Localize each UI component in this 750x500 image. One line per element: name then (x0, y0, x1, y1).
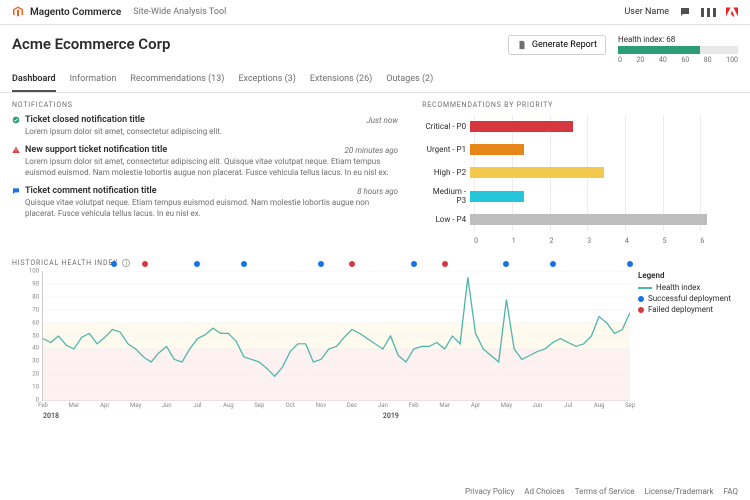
check-icon (12, 116, 20, 124)
username[interactable]: User Name (624, 7, 669, 17)
notification-time: 8 hours ago (357, 187, 398, 196)
notification-1[interactable]: New support ticket notification title 20… (12, 145, 398, 178)
comment-icon (12, 187, 20, 195)
topbar: Magento Commerce Site-Wide Analysis Tool… (0, 0, 750, 25)
tab-5[interactable]: Outages (2) (386, 68, 433, 92)
health-index-scale: 020406080100 (618, 56, 738, 64)
legend-line: Health index (638, 283, 738, 292)
notification-body: Lorem ipsum dolor sit amet, consectetur … (25, 157, 398, 178)
health-index-label: Health index: 68 (618, 35, 738, 44)
legend-ok: Successful deployment (638, 294, 738, 303)
generate-report-button[interactable]: Generate Report (508, 35, 606, 55)
bar-row-3: Medium - P3 (422, 188, 738, 204)
notifications-list: Ticket closed notification title Just no… (12, 115, 398, 219)
topbar-right: User Name (624, 6, 738, 18)
adobe-icon (726, 6, 738, 18)
deploy-ok-icon (503, 261, 509, 267)
deploy-ok-icon (627, 261, 633, 267)
document-icon (517, 40, 527, 50)
notification-0[interactable]: Ticket closed notification title Just no… (12, 115, 398, 137)
deploy-fail-icon (349, 261, 355, 267)
tabs: Dashboard Information Recommendations (13)… (0, 68, 750, 93)
company-name: Acme Ecommerce Corp (12, 35, 170, 53)
bar-row-4: Low - P4 (422, 211, 738, 227)
bar-row-0: Critical - P0 (422, 119, 738, 135)
health-index-bar (618, 46, 738, 54)
historical-legend: Legend Health index Successful deploymen… (638, 271, 738, 425)
legend-fail: Failed deployment (638, 305, 738, 314)
priority-heading: Recommendations By Priority (422, 101, 738, 109)
bar-row-2: High - P2 (422, 165, 738, 181)
tab-2[interactable]: Recommendations (13) (130, 68, 224, 92)
deploy-fail-icon (142, 261, 148, 267)
tab-1[interactable]: Information (70, 68, 117, 92)
brand-name: Magento Commerce (30, 7, 121, 18)
historical-section: Historical Health Index i Health index 0… (0, 253, 750, 433)
footer-link[interactable]: Privacy Policy (465, 487, 514, 496)
notification-time: 20 minutes ago (345, 146, 399, 155)
deploy-fail-icon (442, 261, 448, 267)
magento-icon (12, 6, 24, 18)
footer-link[interactable]: License/Trademark (645, 487, 714, 496)
page-header: Acme Ecommerce Corp Generate Report Heal… (0, 25, 750, 68)
tab-4[interactable]: Extensions (26) (310, 68, 372, 92)
priority-panel: Recommendations By Priority Critical - P… (410, 93, 750, 253)
priority-chart: Critical - P0 Urgent - P1 High - P2 Medium … (422, 115, 738, 245)
notification-title: Ticket comment notification title (25, 186, 352, 196)
deploy-ok-icon (194, 261, 200, 267)
historical-chart: 0102030405060708090100FebMarAprMayJunJul… (42, 271, 630, 401)
apps-icon[interactable] (701, 8, 716, 17)
deploy-ok-icon (241, 261, 247, 267)
notification-time: Just now (366, 116, 398, 125)
footer-link[interactable]: Ad Choices (524, 487, 564, 496)
notification-body: Quisque vitae volutpat neque. Etiam temp… (25, 198, 398, 219)
bar-row-1: Urgent - P1 (422, 142, 738, 158)
footer: Privacy Policy Ad Choices Terms of Service… (465, 487, 738, 496)
notifications-panel: Notifications Ticket closed notification… (0, 93, 410, 253)
footer-link[interactable]: FAQ (724, 487, 738, 496)
health-index-box: Health index: 68 020406080100 (618, 35, 738, 64)
brand: Magento Commerce Site-Wide Analysis Tool (12, 6, 226, 18)
notification-title: Ticket closed notification title (25, 115, 361, 125)
tab-0[interactable]: Dashboard (12, 68, 56, 92)
deploy-ok-icon (111, 261, 117, 267)
generate-report-label: Generate Report (532, 40, 597, 50)
deploy-ok-icon (318, 261, 324, 267)
legend-title: Legend (638, 271, 738, 280)
alert-icon (12, 146, 20, 154)
notification-body: Lorem ipsum dolor sit amet, consectetur … (25, 127, 398, 137)
notification-2[interactable]: Ticket comment notification title 8 hour… (12, 186, 398, 219)
brand-subtitle: Site-Wide Analysis Tool (133, 7, 226, 17)
footer-link[interactable]: Terms of Service (575, 487, 635, 496)
notifications-heading: Notifications (12, 101, 398, 109)
deploy-ok-icon (411, 261, 417, 267)
deploy-ok-icon (550, 261, 556, 267)
notification-title: New support ticket notification title (25, 145, 340, 155)
chat-icon[interactable] (679, 6, 691, 18)
tab-3[interactable]: Exceptions (3) (238, 68, 295, 92)
panels: Notifications Ticket closed notification… (0, 93, 750, 253)
